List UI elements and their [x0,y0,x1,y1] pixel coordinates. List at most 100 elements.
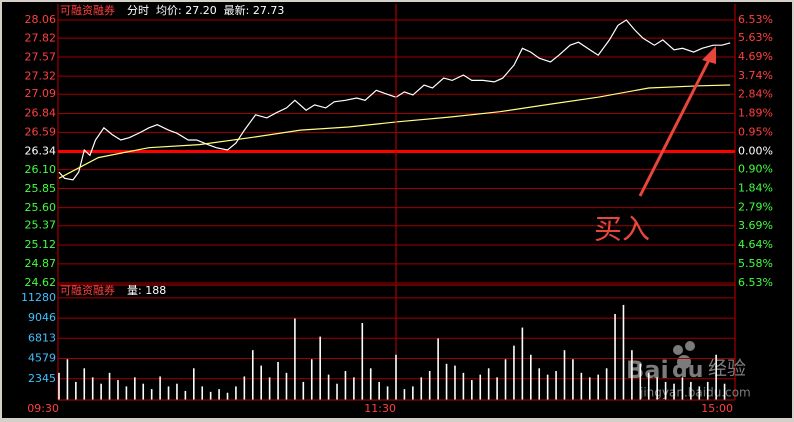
volume-bar [555,371,557,400]
volume-bar [369,368,372,400]
volume-bar [260,365,262,400]
volume-bar [395,354,397,400]
y-tick-label: 26.10 [25,163,57,176]
volume-bar [302,381,305,400]
volume-bar [336,383,338,400]
volume-bar [277,361,279,400]
volume-bar [471,380,473,400]
y2-tick-label: 5.58% [738,257,773,270]
y2-tick-label: 3.74% [738,69,773,82]
volume-bar [176,383,178,400]
volume-bar [437,338,439,400]
y-tick-label: 25.12 [25,238,57,251]
y-tick-label: 26.34 [25,145,57,158]
y2-tick-label: 4.69% [738,50,773,63]
volume-bar [235,386,237,400]
y2-tick-label: 3.69% [738,219,773,232]
volume-bar [462,372,465,400]
volume-subtitle: 量: 188 [127,284,166,297]
volume-bar [386,386,389,400]
price-line [58,19,731,181]
y2-tick-label: 6.53% [738,13,773,26]
volume-bar [479,374,482,400]
volume-bar [184,390,187,400]
y-tick-label: 27.09 [25,87,57,100]
volume-bar [622,304,625,400]
volume-bar [420,377,423,400]
price-subtitle: 分时 均价: 27.20 最新: 27.73 [127,3,284,17]
y2-tick-label: 0.95% [738,125,773,138]
volume-bar [513,345,515,400]
watermark-text: 经验 [708,358,746,380]
volume-bar [403,389,406,400]
y-tick-label: 26.59 [25,125,57,138]
y-tick-label: 25.60 [25,201,57,214]
y2-tick-label: 4.64% [738,238,773,251]
volume-bar [285,372,288,400]
volume-bar [344,371,347,400]
volume-bar [530,354,532,400]
annotation: 买入 [594,213,650,246]
volume-bar [487,368,490,400]
volume-bar [108,372,111,400]
volume-bar [327,374,330,400]
volume-bar [538,368,541,400]
watermark-icon [685,341,695,351]
volume-bar [588,377,591,400]
y2-tick-label: 5.63% [738,31,773,44]
volume-bar [142,383,145,400]
volume-bar [454,365,456,400]
volume-bar [445,363,448,400]
volume-bar [226,392,229,400]
y-tick-label: 25.85 [25,182,57,195]
y-tick-label: 28.06 [25,13,57,26]
volume-bar [218,389,220,400]
y-tick-label: 25.37 [25,219,57,232]
volume-title: 可融资融券 [60,283,115,297]
y2-tick-label: 2.79% [738,201,773,214]
volume-bar [100,383,102,400]
volume-bar [412,386,414,400]
volume-bar [319,336,321,400]
volume-bar [664,381,667,400]
volume-bar [159,376,161,400]
y-tick-label: 6813 [28,331,56,344]
y-tick-label: 4579 [28,352,56,365]
volume-bar [83,368,86,400]
y2-tick-label: 2.84% [738,87,773,100]
volume-bar [580,372,583,400]
y2-tick-label: 1.84% [738,182,773,195]
volume-bar [698,386,701,400]
volume-bar [150,389,153,400]
annotation-arrow [638,57,712,197]
volume-bar [681,377,684,400]
volume-bar [167,386,170,400]
volume-bar [546,374,549,400]
volume-bar [125,386,128,400]
volume-bar [706,381,709,400]
volume-bar [310,359,313,400]
volume-bar [563,350,566,400]
volume-bar [294,318,296,400]
watermark-text: Bai [626,356,669,384]
volume-bar [614,313,616,400]
volume-bar [723,383,726,400]
y-tick-label: 27.57 [25,50,57,63]
volume-bar [631,350,633,400]
x-tick-label: 15:00 [701,402,733,415]
y-tick-label: 24.87 [25,257,57,270]
annotation-arrowhead [702,46,716,64]
volume-bar [91,377,94,400]
volume-bar [647,372,650,400]
volume-bar [251,350,254,400]
volume-bar [572,359,574,400]
y-tick-label: 27.82 [25,31,57,44]
volume-bar [690,381,692,400]
y-tick-label: 11280 [21,291,56,304]
volume-bar [58,372,60,400]
y2-tick-label: 1.89% [738,106,773,119]
volume-bar [268,377,271,400]
volume-bar [496,377,498,400]
